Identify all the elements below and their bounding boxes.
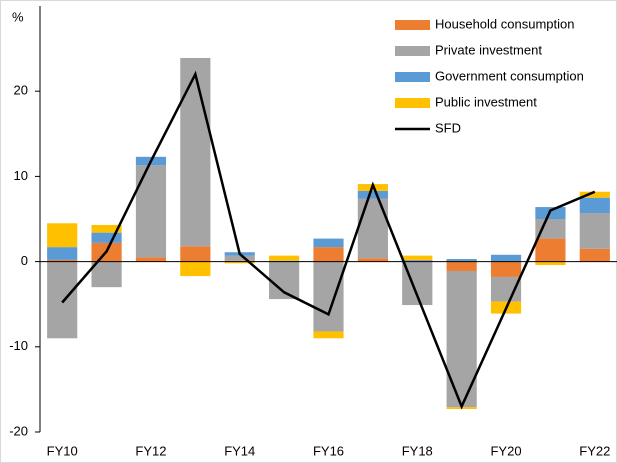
bar-segment (402, 259, 433, 261)
x-tick-label: FY10 (47, 443, 78, 458)
legend-label: Household consumption (435, 16, 574, 31)
bar-segment (490, 261, 522, 277)
bar-segment (313, 247, 344, 262)
bar-segment (535, 238, 566, 262)
x-tick-label: FY12 (135, 443, 166, 458)
bar-segment (313, 238, 344, 248)
y-tick-label: 0 (21, 253, 28, 268)
bar-segment (180, 261, 211, 277)
bar-segment (269, 255, 300, 261)
bar-segment (47, 247, 78, 260)
bar-segment (579, 213, 610, 249)
bar-segment (579, 191, 610, 198)
bar-segment (579, 197, 610, 214)
bar-segment (224, 255, 255, 261)
bar-segment (180, 246, 211, 262)
y-tick-label: -20 (9, 423, 28, 438)
bar-segment (579, 248, 610, 262)
bar-segment (91, 261, 122, 288)
bar-segment (91, 232, 122, 243)
line (61, 70, 596, 410)
legend-label: Private investment (435, 42, 542, 57)
legend-label: Public investment (435, 94, 537, 109)
y-tick-label: 20 (14, 83, 28, 98)
x-tick-label: FY18 (402, 443, 433, 458)
legend-swatch (395, 98, 430, 108)
bar-segment (47, 259, 78, 262)
bar-segment (446, 259, 477, 262)
bar-segment (357, 198, 388, 259)
y-tick-label: 10 (14, 168, 28, 183)
bar-segment (180, 57, 211, 247)
bar-segment (47, 223, 78, 248)
bar-segment (535, 219, 566, 239)
legend-label: Government consumption (435, 68, 584, 83)
bar-segment (357, 190, 388, 199)
y-tick-label: -10 (9, 338, 28, 353)
legend-swatch (395, 46, 430, 56)
x-tick-label: FY22 (579, 443, 610, 458)
bar-segment (446, 270, 477, 408)
bar-segment (91, 224, 122, 233)
bar-segment (313, 331, 344, 339)
bar-segment (446, 261, 477, 271)
bar-segment (402, 255, 433, 260)
bar-segment (135, 257, 167, 262)
bar-segment (135, 165, 167, 258)
bar-segment (490, 276, 522, 302)
bar-segment (313, 261, 344, 332)
legend-swatch (395, 20, 430, 30)
y-axis-label: % (12, 9, 24, 24)
x-tick-label: FY20 (490, 443, 521, 458)
bar-segment (490, 254, 522, 262)
x-tick-label: FY16 (313, 443, 344, 458)
x-tick-label: FY14 (224, 443, 255, 458)
bar-segment (535, 261, 566, 266)
bar-segment (224, 261, 255, 264)
bar-segment (47, 261, 78, 339)
legend-swatch (395, 72, 430, 82)
legend-label: SFD (435, 120, 461, 135)
bar-segment (357, 258, 388, 262)
